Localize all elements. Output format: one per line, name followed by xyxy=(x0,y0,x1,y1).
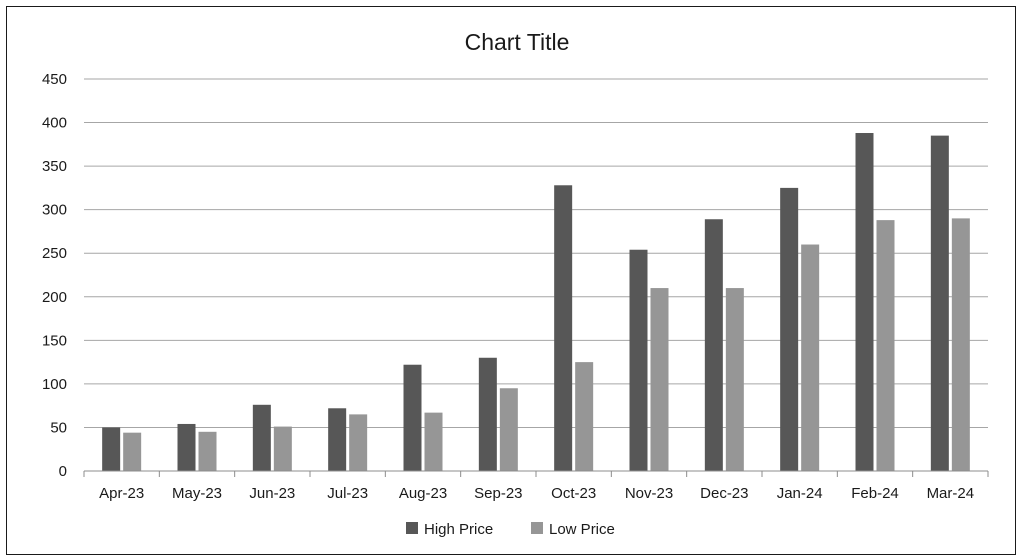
bar-low-price xyxy=(349,414,368,471)
bar-high-price xyxy=(629,249,648,471)
y-axis-ticks: 0 50 100 150 200 250 300 350 400 450 xyxy=(42,71,67,480)
bar-high-price xyxy=(252,404,271,471)
bars xyxy=(102,133,970,471)
bar-low-price xyxy=(273,426,292,471)
legend-label: Low Price xyxy=(549,521,615,538)
chart-title: Chart Title xyxy=(465,29,570,55)
x-tick-label: Nov-23 xyxy=(625,485,673,502)
bar-low-price xyxy=(801,244,820,471)
x-tick-label: Apr-23 xyxy=(99,485,144,502)
bar-low-price xyxy=(876,220,895,471)
x-tick-label: Oct-23 xyxy=(551,485,596,502)
bar-high-price xyxy=(554,185,573,471)
x-tick-label: Jan-24 xyxy=(777,485,823,502)
y-tick-label: 350 xyxy=(42,158,67,175)
bar-low-price xyxy=(499,388,518,471)
bar-high-price xyxy=(855,133,874,471)
bar-low-price xyxy=(650,288,669,471)
y-tick-label: 150 xyxy=(42,332,67,349)
x-tick-label: Jun-23 xyxy=(249,485,295,502)
y-tick-label: 50 xyxy=(50,419,67,436)
x-tick-label: May-23 xyxy=(172,485,222,502)
y-tick-label: 400 xyxy=(42,115,67,132)
bar-low-price xyxy=(951,218,970,471)
bar-low-price xyxy=(123,432,142,471)
bar-low-price xyxy=(198,431,217,471)
x-tick-label: Feb-24 xyxy=(851,485,899,502)
bar-high-price xyxy=(177,423,196,471)
y-tick-label: 100 xyxy=(42,376,67,393)
bar-low-price xyxy=(725,288,744,471)
x-axis: Apr-23 May-23 Jun-23 Jul-23 Aug-23 Sep-23 Oct-… xyxy=(83,470,989,502)
x-tick-label: Mar-24 xyxy=(927,485,975,502)
legend-swatch xyxy=(531,522,543,534)
bar-high-price xyxy=(328,408,347,471)
x-tick-label: Jul-23 xyxy=(327,485,368,502)
x-tick-label: Aug-23 xyxy=(399,485,447,502)
x-tick-label: Dec-23 xyxy=(700,485,748,502)
y-tick-label: 200 xyxy=(42,289,67,306)
bar-high-price xyxy=(780,187,799,471)
y-tick-label: 450 xyxy=(42,71,67,88)
bar-high-price xyxy=(930,135,949,471)
y-tick-label: 250 xyxy=(42,245,67,262)
bar-low-price xyxy=(424,412,443,471)
legend-swatch xyxy=(406,522,418,534)
bar-high-price xyxy=(478,357,497,471)
bar-low-price xyxy=(575,362,594,471)
bar-high-price xyxy=(102,427,121,471)
grid-lines xyxy=(84,78,988,428)
y-tick-label: 0 xyxy=(59,463,67,480)
legend-label: High Price xyxy=(424,521,493,538)
bar-high-price xyxy=(403,364,422,471)
legend: High Price Low Price xyxy=(406,521,615,538)
x-tick-label: Sep-23 xyxy=(474,485,522,502)
y-tick-label: 300 xyxy=(42,202,67,219)
bar-high-price xyxy=(704,219,723,471)
